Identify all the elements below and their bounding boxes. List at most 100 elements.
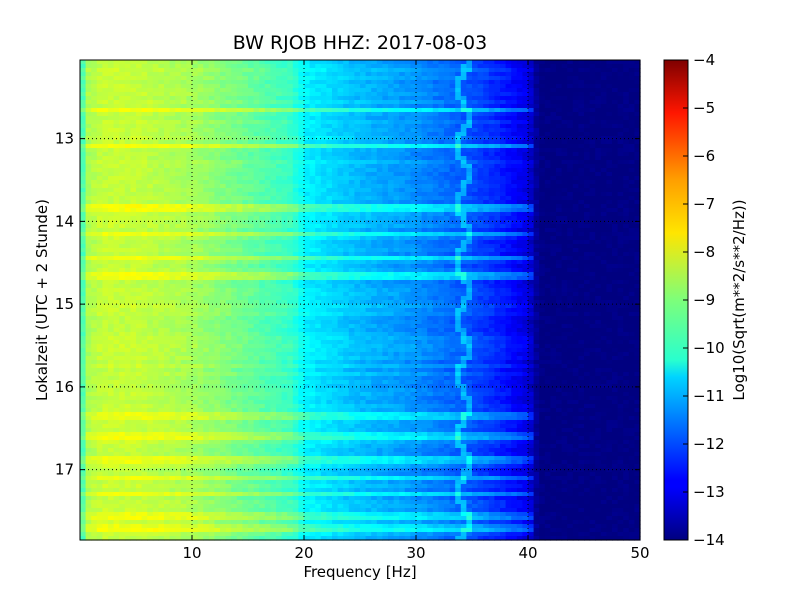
heatmap-cell bbox=[164, 100, 171, 105]
heatmap-cell bbox=[304, 220, 311, 225]
heatmap-cell bbox=[505, 156, 512, 161]
heatmap-cell bbox=[96, 232, 103, 237]
heatmap-cell bbox=[180, 124, 187, 129]
heatmap-cell bbox=[410, 196, 417, 201]
heatmap-cell bbox=[343, 116, 350, 121]
heatmap-cell bbox=[147, 212, 154, 217]
heatmap-cell bbox=[483, 116, 490, 121]
heatmap-cell bbox=[539, 244, 546, 249]
heatmap-cell bbox=[466, 96, 473, 101]
heatmap-cell bbox=[281, 92, 288, 97]
heatmap-cell bbox=[455, 112, 462, 117]
heatmap-cell bbox=[533, 196, 540, 201]
heatmap-cell bbox=[589, 152, 596, 157]
heatmap-cell bbox=[528, 224, 535, 229]
heatmap-cell bbox=[466, 128, 473, 133]
heatmap-cell bbox=[365, 76, 372, 81]
heatmap-cell bbox=[298, 160, 305, 165]
heatmap-cell bbox=[623, 112, 630, 117]
heatmap-cell bbox=[360, 224, 367, 229]
heatmap-cell bbox=[376, 192, 383, 197]
heatmap-cell bbox=[102, 204, 109, 209]
heatmap-cell bbox=[242, 204, 249, 209]
heatmap-cell bbox=[270, 84, 277, 89]
heatmap-cell bbox=[388, 256, 395, 261]
heatmap-cell bbox=[287, 180, 294, 185]
heatmap-cell bbox=[477, 92, 484, 97]
heatmap-cell bbox=[332, 172, 339, 177]
heatmap-cell bbox=[500, 140, 507, 145]
heatmap-cell bbox=[544, 168, 551, 173]
heatmap-cell bbox=[141, 148, 148, 153]
heatmap-cell bbox=[516, 92, 523, 97]
heatmap-cell bbox=[544, 152, 551, 157]
heatmap-cell bbox=[556, 68, 563, 73]
heatmap-cell bbox=[449, 212, 456, 217]
heatmap-cell bbox=[494, 252, 501, 257]
heatmap-cell bbox=[578, 208, 585, 213]
heatmap-cell bbox=[500, 244, 507, 249]
heatmap-cell bbox=[91, 140, 98, 145]
heatmap-cell bbox=[410, 148, 417, 153]
heatmap-cell bbox=[136, 116, 143, 121]
heatmap-cell bbox=[113, 68, 120, 73]
heatmap-cell bbox=[96, 188, 103, 193]
heatmap-cell bbox=[80, 220, 87, 225]
heatmap-cell bbox=[483, 224, 490, 229]
heatmap-cell bbox=[180, 60, 187, 65]
heatmap-cell bbox=[572, 144, 579, 149]
heatmap-cell bbox=[438, 140, 445, 145]
heatmap-cell bbox=[119, 100, 126, 105]
heatmap-cell bbox=[382, 212, 389, 217]
heatmap-cell bbox=[236, 180, 243, 185]
heatmap-cell bbox=[427, 200, 434, 205]
heatmap-cell bbox=[539, 112, 546, 117]
heatmap-cell bbox=[197, 152, 204, 157]
heatmap-cell bbox=[533, 192, 540, 197]
heatmap-cell bbox=[130, 104, 137, 109]
heatmap-cell bbox=[544, 236, 551, 241]
heatmap-cell bbox=[617, 164, 624, 169]
heatmap-cell bbox=[113, 160, 120, 165]
heatmap-cell bbox=[371, 116, 378, 121]
heatmap-cell bbox=[404, 72, 411, 77]
heatmap-cell bbox=[337, 180, 344, 185]
heatmap-cell bbox=[343, 136, 350, 141]
heatmap-cell bbox=[360, 244, 367, 249]
heatmap-cell bbox=[225, 148, 232, 153]
heatmap-cell bbox=[505, 148, 512, 153]
heatmap-cell bbox=[399, 248, 406, 253]
heatmap-cell bbox=[410, 192, 417, 197]
heatmap-cell bbox=[214, 204, 221, 209]
heatmap-cell bbox=[455, 140, 462, 145]
heatmap-cell bbox=[276, 112, 283, 117]
heatmap-cell bbox=[141, 256, 148, 261]
heatmap-cell bbox=[169, 104, 176, 109]
heatmap-cell bbox=[113, 236, 120, 241]
heatmap-cell bbox=[119, 76, 126, 81]
heatmap-cell bbox=[180, 180, 187, 185]
heatmap-cell bbox=[410, 188, 417, 193]
heatmap-cell bbox=[332, 192, 339, 197]
heatmap-cell bbox=[466, 184, 473, 189]
heatmap-cell bbox=[326, 168, 333, 173]
heatmap-cell bbox=[304, 252, 311, 257]
heatmap-cell bbox=[276, 72, 283, 77]
heatmap-cell bbox=[236, 100, 243, 105]
heatmap-cell bbox=[494, 108, 501, 113]
heatmap-cell bbox=[483, 256, 490, 261]
heatmap-cell bbox=[169, 192, 176, 197]
heatmap-cell bbox=[197, 176, 204, 181]
heatmap-cell bbox=[315, 236, 322, 241]
heatmap-cell bbox=[203, 64, 210, 69]
heatmap-cell bbox=[488, 112, 495, 117]
heatmap-cell bbox=[348, 120, 355, 125]
heatmap-cell bbox=[298, 228, 305, 233]
heatmap-cell bbox=[528, 200, 535, 205]
heatmap-cell bbox=[348, 96, 355, 101]
heatmap-cell bbox=[85, 216, 92, 221]
heatmap-cell bbox=[119, 152, 126, 157]
heatmap-cell bbox=[623, 128, 630, 133]
heatmap-cell bbox=[158, 216, 165, 221]
heatmap-cell bbox=[141, 72, 148, 77]
